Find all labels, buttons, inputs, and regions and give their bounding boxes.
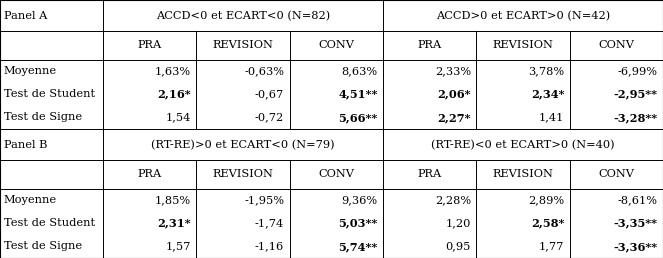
Text: Test de Student: Test de Student bbox=[4, 89, 95, 99]
Text: 2,06*: 2,06* bbox=[438, 89, 471, 100]
Text: CONV: CONV bbox=[318, 170, 354, 180]
Text: 4,51**: 4,51** bbox=[338, 89, 378, 100]
Text: PRA: PRA bbox=[137, 170, 162, 180]
Text: Moyenne: Moyenne bbox=[4, 66, 57, 76]
Text: REVISION: REVISION bbox=[493, 170, 554, 180]
Text: -3,35**: -3,35** bbox=[614, 218, 658, 229]
Text: 1,85%: 1,85% bbox=[154, 195, 191, 205]
Text: 5,03**: 5,03** bbox=[338, 218, 378, 229]
Text: CONV: CONV bbox=[598, 170, 634, 180]
Text: -6,99%: -6,99% bbox=[618, 66, 658, 76]
Text: CONV: CONV bbox=[598, 41, 634, 51]
Text: (RT-RE)<0 et ECART>0 (N=40): (RT-RE)<0 et ECART>0 (N=40) bbox=[431, 140, 615, 150]
Text: REVISION: REVISION bbox=[212, 41, 273, 51]
Text: Panel A: Panel A bbox=[4, 11, 47, 21]
Text: -1,74: -1,74 bbox=[255, 218, 284, 228]
Text: Panel B: Panel B bbox=[4, 140, 48, 150]
Text: 2,27*: 2,27* bbox=[438, 112, 471, 123]
Text: 1,20: 1,20 bbox=[446, 218, 471, 228]
Text: -1,16: -1,16 bbox=[255, 241, 284, 252]
Text: 5,66**: 5,66** bbox=[338, 112, 378, 123]
Text: 2,28%: 2,28% bbox=[435, 195, 471, 205]
Text: 8,63%: 8,63% bbox=[341, 66, 378, 76]
Text: REVISION: REVISION bbox=[212, 170, 273, 180]
Text: 2,31*: 2,31* bbox=[157, 218, 191, 229]
Text: Test de Student: Test de Student bbox=[4, 218, 95, 228]
Text: PRA: PRA bbox=[137, 41, 162, 51]
Text: CONV: CONV bbox=[318, 41, 354, 51]
Text: Test de Signe: Test de Signe bbox=[4, 112, 82, 123]
Text: 2,33%: 2,33% bbox=[435, 66, 471, 76]
Text: 1,54: 1,54 bbox=[166, 112, 191, 123]
Text: -2,95**: -2,95** bbox=[614, 89, 658, 100]
Text: -1,95%: -1,95% bbox=[244, 195, 284, 205]
Text: 1,41: 1,41 bbox=[539, 112, 564, 123]
Text: 0,95: 0,95 bbox=[446, 241, 471, 252]
Text: 1,63%: 1,63% bbox=[154, 66, 191, 76]
Text: 2,16*: 2,16* bbox=[157, 89, 191, 100]
Text: -3,28**: -3,28** bbox=[613, 112, 658, 123]
Text: Moyenne: Moyenne bbox=[4, 195, 57, 205]
Text: 1,57: 1,57 bbox=[166, 241, 191, 252]
Text: ACCD<0 et ECART<0 (N=82): ACCD<0 et ECART<0 (N=82) bbox=[156, 11, 330, 21]
Text: 9,36%: 9,36% bbox=[341, 195, 378, 205]
Text: 2,34*: 2,34* bbox=[531, 89, 564, 100]
Text: 3,78%: 3,78% bbox=[528, 66, 564, 76]
Text: -0,67: -0,67 bbox=[255, 89, 284, 99]
Text: REVISION: REVISION bbox=[493, 41, 554, 51]
Text: 2,89%: 2,89% bbox=[528, 195, 564, 205]
Text: PRA: PRA bbox=[418, 170, 442, 180]
Text: -0,72: -0,72 bbox=[255, 112, 284, 123]
Text: 5,74**: 5,74** bbox=[338, 241, 378, 252]
Text: -8,61%: -8,61% bbox=[618, 195, 658, 205]
Text: 2,58*: 2,58* bbox=[531, 218, 564, 229]
Text: 1,77: 1,77 bbox=[539, 241, 564, 252]
Text: (RT-RE)>0 et ECART<0 (N=79): (RT-RE)>0 et ECART<0 (N=79) bbox=[151, 140, 335, 150]
Text: -3,36**: -3,36** bbox=[613, 241, 658, 252]
Text: ACCD>0 et ECART>0 (N=42): ACCD>0 et ECART>0 (N=42) bbox=[436, 11, 610, 21]
Text: PRA: PRA bbox=[418, 41, 442, 51]
Text: Test de Signe: Test de Signe bbox=[4, 241, 82, 252]
Text: -0,63%: -0,63% bbox=[244, 66, 284, 76]
